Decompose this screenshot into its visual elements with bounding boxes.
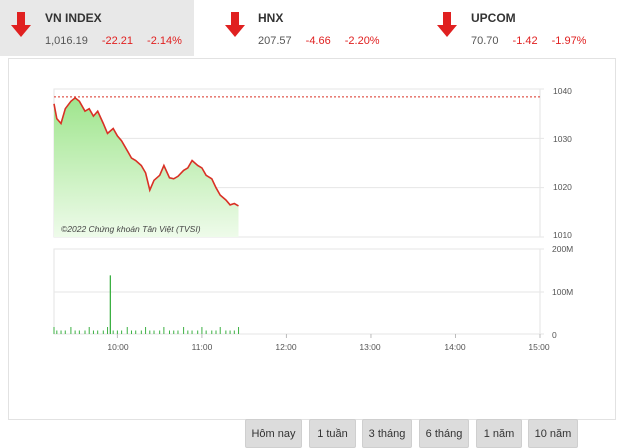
tab-value: 70.70 [471,35,499,47]
down-arrow-icon [437,12,457,37]
time-tick: 15:00 [528,342,550,352]
tab-change: -4.66 [305,35,331,47]
tab-name: VN INDEX [45,11,102,25]
tab-change: -1.42 [512,35,538,47]
tab-value: 1,016.19 [45,35,88,47]
copyright-label: ©2022 Chứng khoán Tân Việt (TVSI) [61,224,201,234]
price-tick: 1020 [553,182,572,192]
price-area [54,97,239,238]
tab-percent: -2.20% [344,35,380,47]
price-line [53,96,239,207]
tab-hnx[interactable]: HNX 207.57 -4.66 -2.20% [214,0,414,56]
index-chart: ©2022 Chứng khoán Tân Việt (TVSI) 1040 1… [53,86,573,352]
range-1-year-button[interactable]: 1 năm [476,419,522,448]
range-today-button[interactable]: Hôm nay [245,419,302,448]
volume-tick: 0 [552,330,557,340]
price-tick: 1010 [553,230,572,240]
range-10-years-button[interactable]: 10 năm [528,419,578,448]
tab-change: -22.21 [101,35,134,47]
tab-name: UPCOM [471,11,516,25]
tab-upcom[interactable]: UPCOM 70.70 -1.42 -1.97% [426,0,623,56]
tab-percent: -2.14% [147,35,182,47]
price-tick: 1040 [553,86,572,96]
tab-vn-index[interactable]: VN INDEX 1,016.19 -22.21 -2.14% [0,0,194,56]
range-6-months-button[interactable]: 6 tháng [419,419,469,448]
time-tick: 14:00 [444,342,466,352]
down-arrow-icon [11,12,31,37]
tab-percent: -1.97% [551,35,587,47]
tab-value: 207.57 [258,35,292,47]
price-tick: 1030 [553,134,572,144]
down-arrow-icon [225,12,245,37]
volume-tick: 100M [552,287,573,297]
chart-panel: ©2022 Chứng khoán Tân Việt (TVSI) 1040 1… [8,58,616,448]
tab-name: HNX [258,11,284,25]
range-1-week-button[interactable]: 1 tuần [309,419,356,448]
time-tick: 11:00 [192,342,213,352]
time-tick: 12:00 [275,342,297,352]
index-tabs: VN INDEX 1,016.19 -22.21 -2.14% HNX 207.57… [0,0,623,58]
time-tick: 13:00 [359,342,381,352]
volume-tick: 200M [552,244,573,254]
range-3-months-button[interactable]: 3 tháng [362,419,412,448]
time-tick: 10:00 [107,342,129,352]
